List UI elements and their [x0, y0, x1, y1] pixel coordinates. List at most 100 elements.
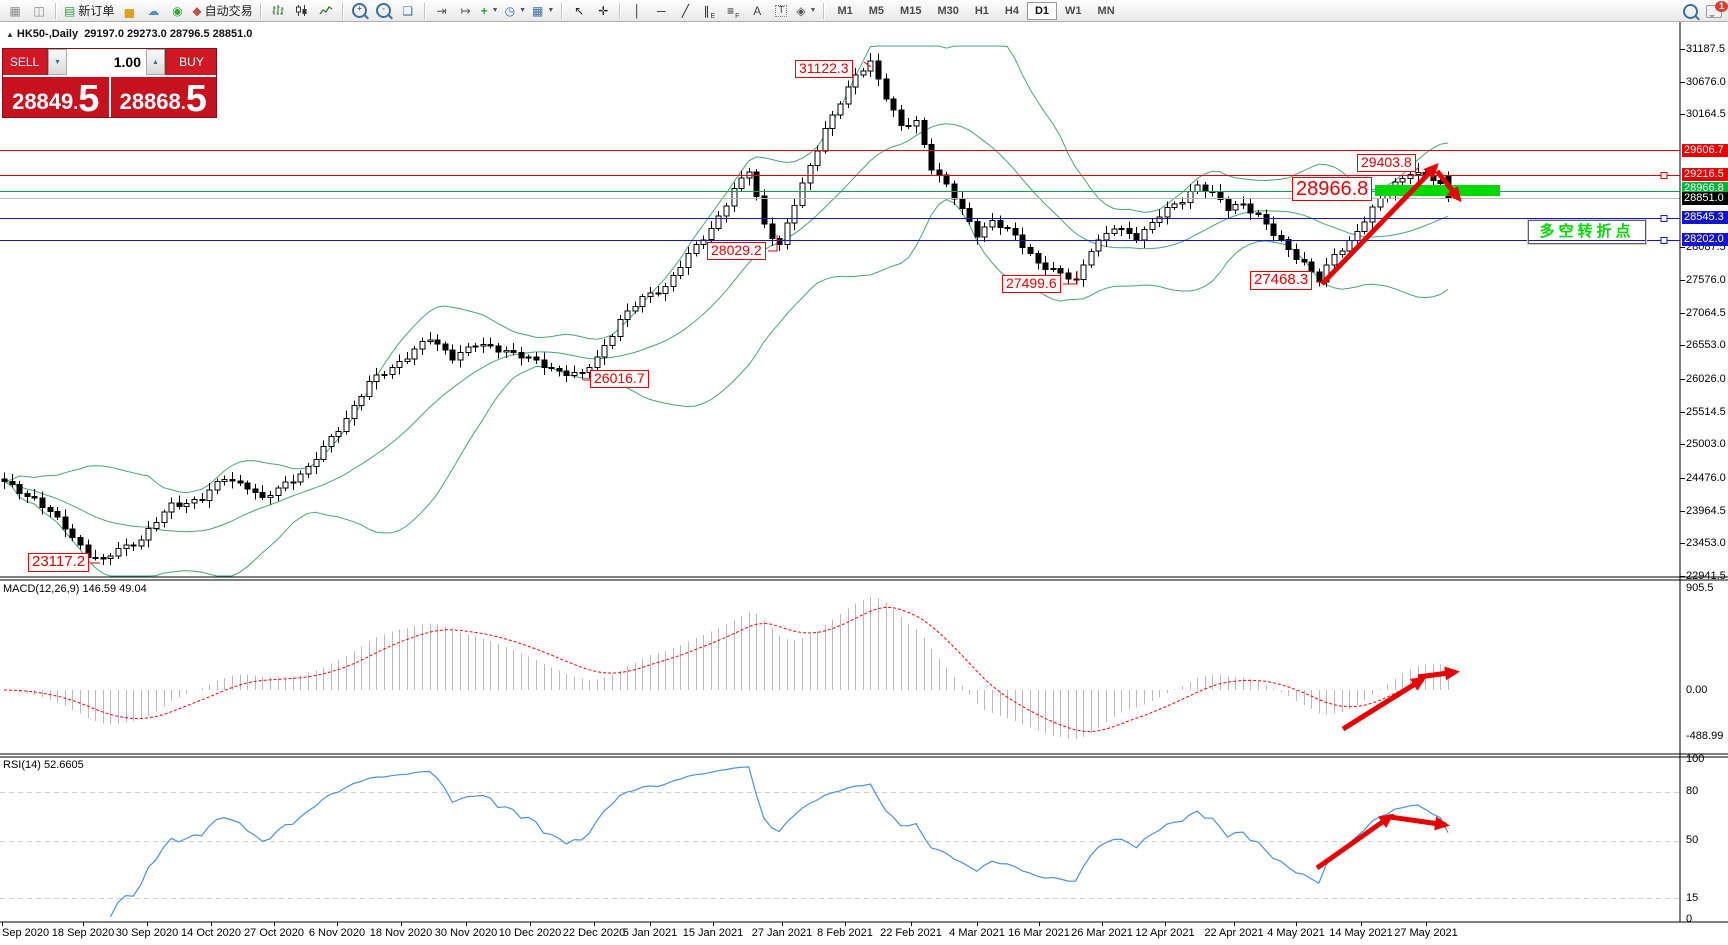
- timeframe-button-m1[interactable]: M1: [837, 4, 853, 17]
- label-icon[interactable]: T: [769, 2, 793, 20]
- equidistant-channel-icon[interactable]: ∥ E: [697, 2, 721, 20]
- price-axis-label: 25514.5: [1686, 405, 1726, 418]
- date-axis-label: 18 Nov 2020: [369, 927, 433, 939]
- date-axis-label: 27 Oct 2020: [244, 927, 304, 939]
- tick-chart-icon[interactable]: ◫: [27, 2, 51, 20]
- trend-arrows-main[interactable]: [1320, 163, 1462, 286]
- price-callout-label[interactable]: 31122.3: [795, 60, 853, 78]
- vertical-line-icon[interactable]: │: [625, 2, 649, 20]
- price-axis-label: 30164.5: [1686, 108, 1726, 121]
- sell-price[interactable]: 28849. 5: [3, 77, 109, 118]
- date-axis-label: 10 Dec 2020: [498, 927, 562, 939]
- autoscroll-icon[interactable]: ⇥: [430, 2, 454, 20]
- volume-decrease-button[interactable]: ▼: [48, 49, 67, 75]
- horizontal-line-icon-glyph: ─: [657, 3, 666, 18]
- date-axis-label: 4 May 2021: [1267, 927, 1325, 939]
- collapse-arrow-icon[interactable]: ▲: [6, 30, 14, 39]
- date-axis-label: 22 Apr 2021: [1204, 927, 1264, 939]
- date-axis-label: 14 May 2021: [1329, 927, 1393, 939]
- chart-area[interactable]: ▲ HK50-,Daily 29197.0 29273.0 28796.5 288…: [0, 22, 1728, 945]
- zoom-in-icon[interactable]: +: [348, 2, 372, 20]
- dropdown-caret-icon[interactable]: ▼: [519, 7, 527, 14]
- volume-increase-button[interactable]: ▲: [146, 49, 165, 75]
- sell-price-dot: .: [73, 93, 79, 113]
- community-icon-glyph: ☁: [147, 3, 160, 18]
- chart-window-icon[interactable]: ▦: [3, 2, 27, 20]
- zoom-out-icon[interactable]: -: [372, 2, 396, 20]
- one-click-trading-panel: SELL ▼ ▲ BUY 28849.5 28868.5: [2, 48, 217, 118]
- horizontal-line-icon[interactable]: ─: [649, 2, 673, 20]
- price-callout-label[interactable]: 26016.7: [590, 370, 649, 388]
- signal-icon[interactable]: ◉: [165, 2, 189, 20]
- candlestick-chart-icon[interactable]: [290, 2, 314, 20]
- vertical-line-icon-glyph: │: [633, 3, 642, 18]
- price-callout-label[interactable]: 23117.2: [28, 553, 90, 572]
- search-icon[interactable]: [1683, 3, 1698, 19]
- autotrade-button-label: 自动交易: [204, 3, 253, 18]
- tile-windows-icon[interactable]: ❏: [396, 2, 420, 20]
- bar-chart-icon[interactable]: [266, 2, 290, 20]
- pane-separators: [0, 22, 1728, 923]
- timeframe-button-w1[interactable]: W1: [1065, 4, 1082, 17]
- price-callout-label[interactable]: 27468.3: [1250, 271, 1313, 290]
- timeframe-button-h1[interactable]: H1: [974, 4, 989, 17]
- bollinger-middle-band: [3, 123, 1449, 533]
- date-axis-label: 4 Mar 2021: [949, 927, 1005, 939]
- buy-button[interactable]: BUY: [167, 49, 216, 75]
- chat-icon[interactable]: 1: [1706, 0, 1728, 18]
- fibonacci-icon[interactable]: ≡ F: [721, 2, 745, 20]
- timeframe-button-mn[interactable]: MN: [1097, 4, 1115, 17]
- shapes-icon[interactable]: ◈ ▼: [793, 2, 819, 20]
- line-chart-icon[interactable]: [314, 2, 338, 20]
- toolbar-separator: [341, 2, 344, 19]
- gold-bars-icon[interactable]: ▅: [117, 2, 141, 20]
- timeframe-button-m5[interactable]: M5: [868, 4, 885, 17]
- autotrade-button[interactable]: ◆ 自动交易: [189, 2, 255, 20]
- highlight-band[interactable]: [1375, 185, 1500, 196]
- buy-price-dot: .: [180, 93, 186, 113]
- chart-shift-icon[interactable]: ↦: [454, 2, 478, 20]
- cursor-icon[interactable]: ↖: [567, 2, 591, 20]
- fibonacci-icon-glyph: ≡: [727, 3, 735, 18]
- date-axis-label: 30 Nov 2020: [434, 927, 498, 939]
- text-icon[interactable]: A: [745, 2, 769, 20]
- price-callout-label[interactable]: 27499.6: [1002, 275, 1061, 293]
- price-axis-label: 26026.0: [1686, 372, 1726, 385]
- volume-input[interactable]: [67, 49, 146, 75]
- indicators-icon[interactable]: + ▼: [478, 2, 502, 20]
- buy-price[interactable]: 28868. 5: [108, 77, 217, 120]
- timeframe-button-m30[interactable]: M30: [937, 4, 959, 17]
- trendline-icon[interactable]: ╱: [673, 2, 697, 20]
- dropdown-caret-icon[interactable]: ▼: [809, 7, 817, 14]
- trend-arrows-rsi[interactable]: [1315, 813, 1450, 871]
- price-callout-label[interactable]: 28966.8: [1292, 177, 1373, 202]
- new-order-button[interactable]: ▤ 新订单: [61, 2, 117, 20]
- sell-button[interactable]: SELL: [3, 49, 46, 75]
- date-axis-label: 22 Feb 2021: [880, 927, 942, 939]
- templates-icon[interactable]: ▦ ▼: [529, 2, 557, 20]
- date-axis-label: 15 Jan 2021: [682, 927, 744, 939]
- timeframe-button-d1[interactable]: D1: [1026, 1, 1058, 20]
- bollinger-upper-band: [3, 45, 1449, 494]
- price-axis-label: 24476.0: [1686, 471, 1726, 484]
- trend-arrows-macd[interactable]: [1341, 666, 1460, 732]
- chart-canvas[interactable]: [0, 22, 1728, 945]
- rsi-indicator-label: RSI(14) 52.6605: [3, 759, 84, 771]
- crosshair-icon[interactable]: ✛: [591, 2, 615, 20]
- date-axis-label: 27 Jan 2021: [751, 927, 813, 939]
- annotation-text-box[interactable]: 多空转折点: [1528, 220, 1646, 244]
- tick-chart-icon-glyph: ◫: [33, 3, 45, 18]
- buy-price-big-digit: 5: [185, 78, 207, 120]
- date-axis-label: 16 Mar 2021: [1008, 927, 1070, 939]
- rsi-axis-label: 80: [1686, 785, 1699, 797]
- text-icon-glyph: A: [753, 3, 762, 18]
- dropdown-caret-icon[interactable]: ▼: [547, 7, 555, 14]
- price-callout-label[interactable]: 28029.2: [707, 242, 766, 260]
- timeframe-button-h4[interactable]: H4: [1004, 4, 1019, 17]
- periods-icon[interactable]: ◷ ▼: [502, 2, 529, 20]
- price-axis-label: 25003.0: [1686, 438, 1726, 451]
- dropdown-caret-icon[interactable]: ▼: [491, 7, 499, 14]
- timeframe-button-m15[interactable]: M15: [900, 4, 922, 17]
- community-icon[interactable]: ☁: [141, 2, 165, 20]
- price-callout-label[interactable]: 29403.8: [1357, 154, 1416, 172]
